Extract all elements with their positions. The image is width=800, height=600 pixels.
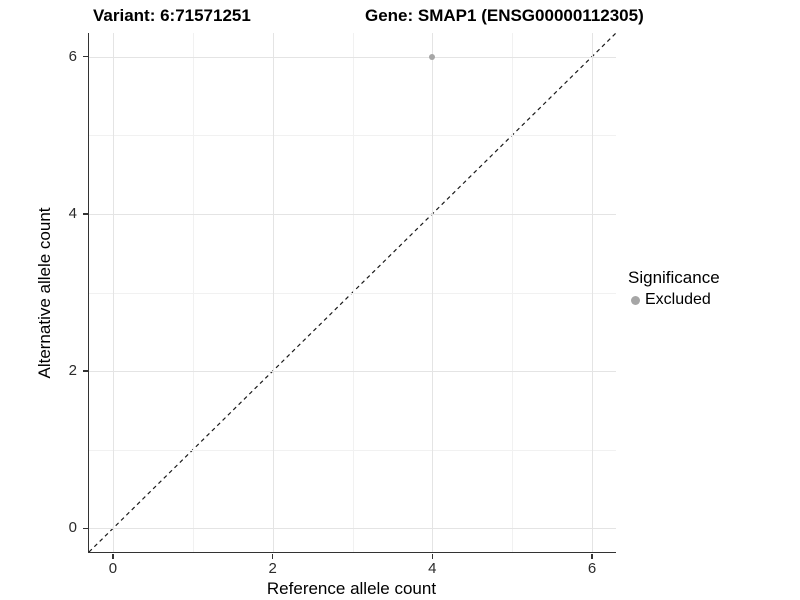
y-tick-label: 0 bbox=[68, 519, 77, 537]
y-minor-gridline bbox=[89, 135, 616, 137]
y-major-gridline bbox=[89, 56, 616, 58]
x-tick-label: 6 bbox=[587, 560, 597, 577]
legend-entry-label: Excluded bbox=[645, 291, 711, 308]
x-tick-label: 0 bbox=[108, 560, 118, 577]
x-tick-mark bbox=[271, 553, 274, 559]
x-axis-title: Reference allele count bbox=[266, 579, 437, 598]
x-major-gridline bbox=[272, 33, 274, 552]
variant-title: Variant: 6:71571251 bbox=[93, 6, 251, 25]
x-major-gridline bbox=[432, 33, 434, 552]
y-axis-title: Alternative allele count bbox=[35, 207, 54, 379]
legend-entry: Excluded bbox=[628, 291, 720, 309]
y-major-gridline bbox=[89, 371, 616, 373]
legend-point-icon bbox=[631, 295, 640, 305]
x-major-gridline bbox=[592, 33, 594, 552]
y-tick-mark bbox=[82, 527, 88, 530]
x-tick-mark bbox=[591, 553, 593, 559]
y-tick-mark bbox=[82, 213, 88, 215]
data-point bbox=[429, 53, 436, 60]
legend: Significance Excluded bbox=[628, 268, 720, 309]
x-tick-label: 2 bbox=[268, 560, 277, 577]
y-tick-mark bbox=[82, 370, 88, 372]
x-tick-mark bbox=[112, 553, 114, 559]
y-tick-mark bbox=[82, 55, 88, 58]
y-tick-label: 4 bbox=[68, 204, 77, 222]
y-major-gridline bbox=[89, 528, 616, 530]
plot-panel: 0 2 4 6 0 2 4 6 bbox=[69, 32, 617, 577]
x-tick-label: 4 bbox=[428, 560, 437, 577]
y-tick-label: 2 bbox=[68, 362, 77, 380]
x-major-gridline bbox=[112, 33, 114, 552]
x-tick-mark bbox=[431, 553, 434, 559]
legend-title: Significance bbox=[628, 268, 720, 287]
y-tick-label: 6 bbox=[68, 47, 77, 65]
y-major-gridline bbox=[89, 213, 616, 215]
gene-title: Gene: SMAP1 (ENSG00000112305) bbox=[365, 6, 644, 25]
y-minor-gridline bbox=[89, 449, 616, 451]
y-minor-gridline bbox=[89, 292, 616, 294]
